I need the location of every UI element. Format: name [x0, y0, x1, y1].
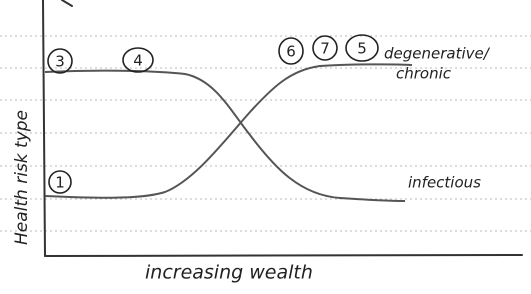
marker-label: 3 [55, 53, 65, 71]
x-axis-label: increasing wealth [145, 262, 313, 284]
marker-label: 6 [286, 43, 296, 61]
sketch-diagram: 3 4 6 7 5 1 degenerative/ chronic infect… [0, 0, 531, 294]
x-axis [45, 255, 522, 256]
curve-label: degenerative/ [384, 45, 491, 63]
marker-label: 5 [357, 40, 367, 58]
curve-label: infectious [408, 174, 481, 192]
y-axis-label: Health risk type [12, 110, 32, 245]
marker-label: 4 [133, 52, 143, 70]
marker-label: 7 [320, 40, 330, 58]
curve-label: chronic [396, 65, 452, 83]
marker-label: 1 [55, 174, 65, 192]
